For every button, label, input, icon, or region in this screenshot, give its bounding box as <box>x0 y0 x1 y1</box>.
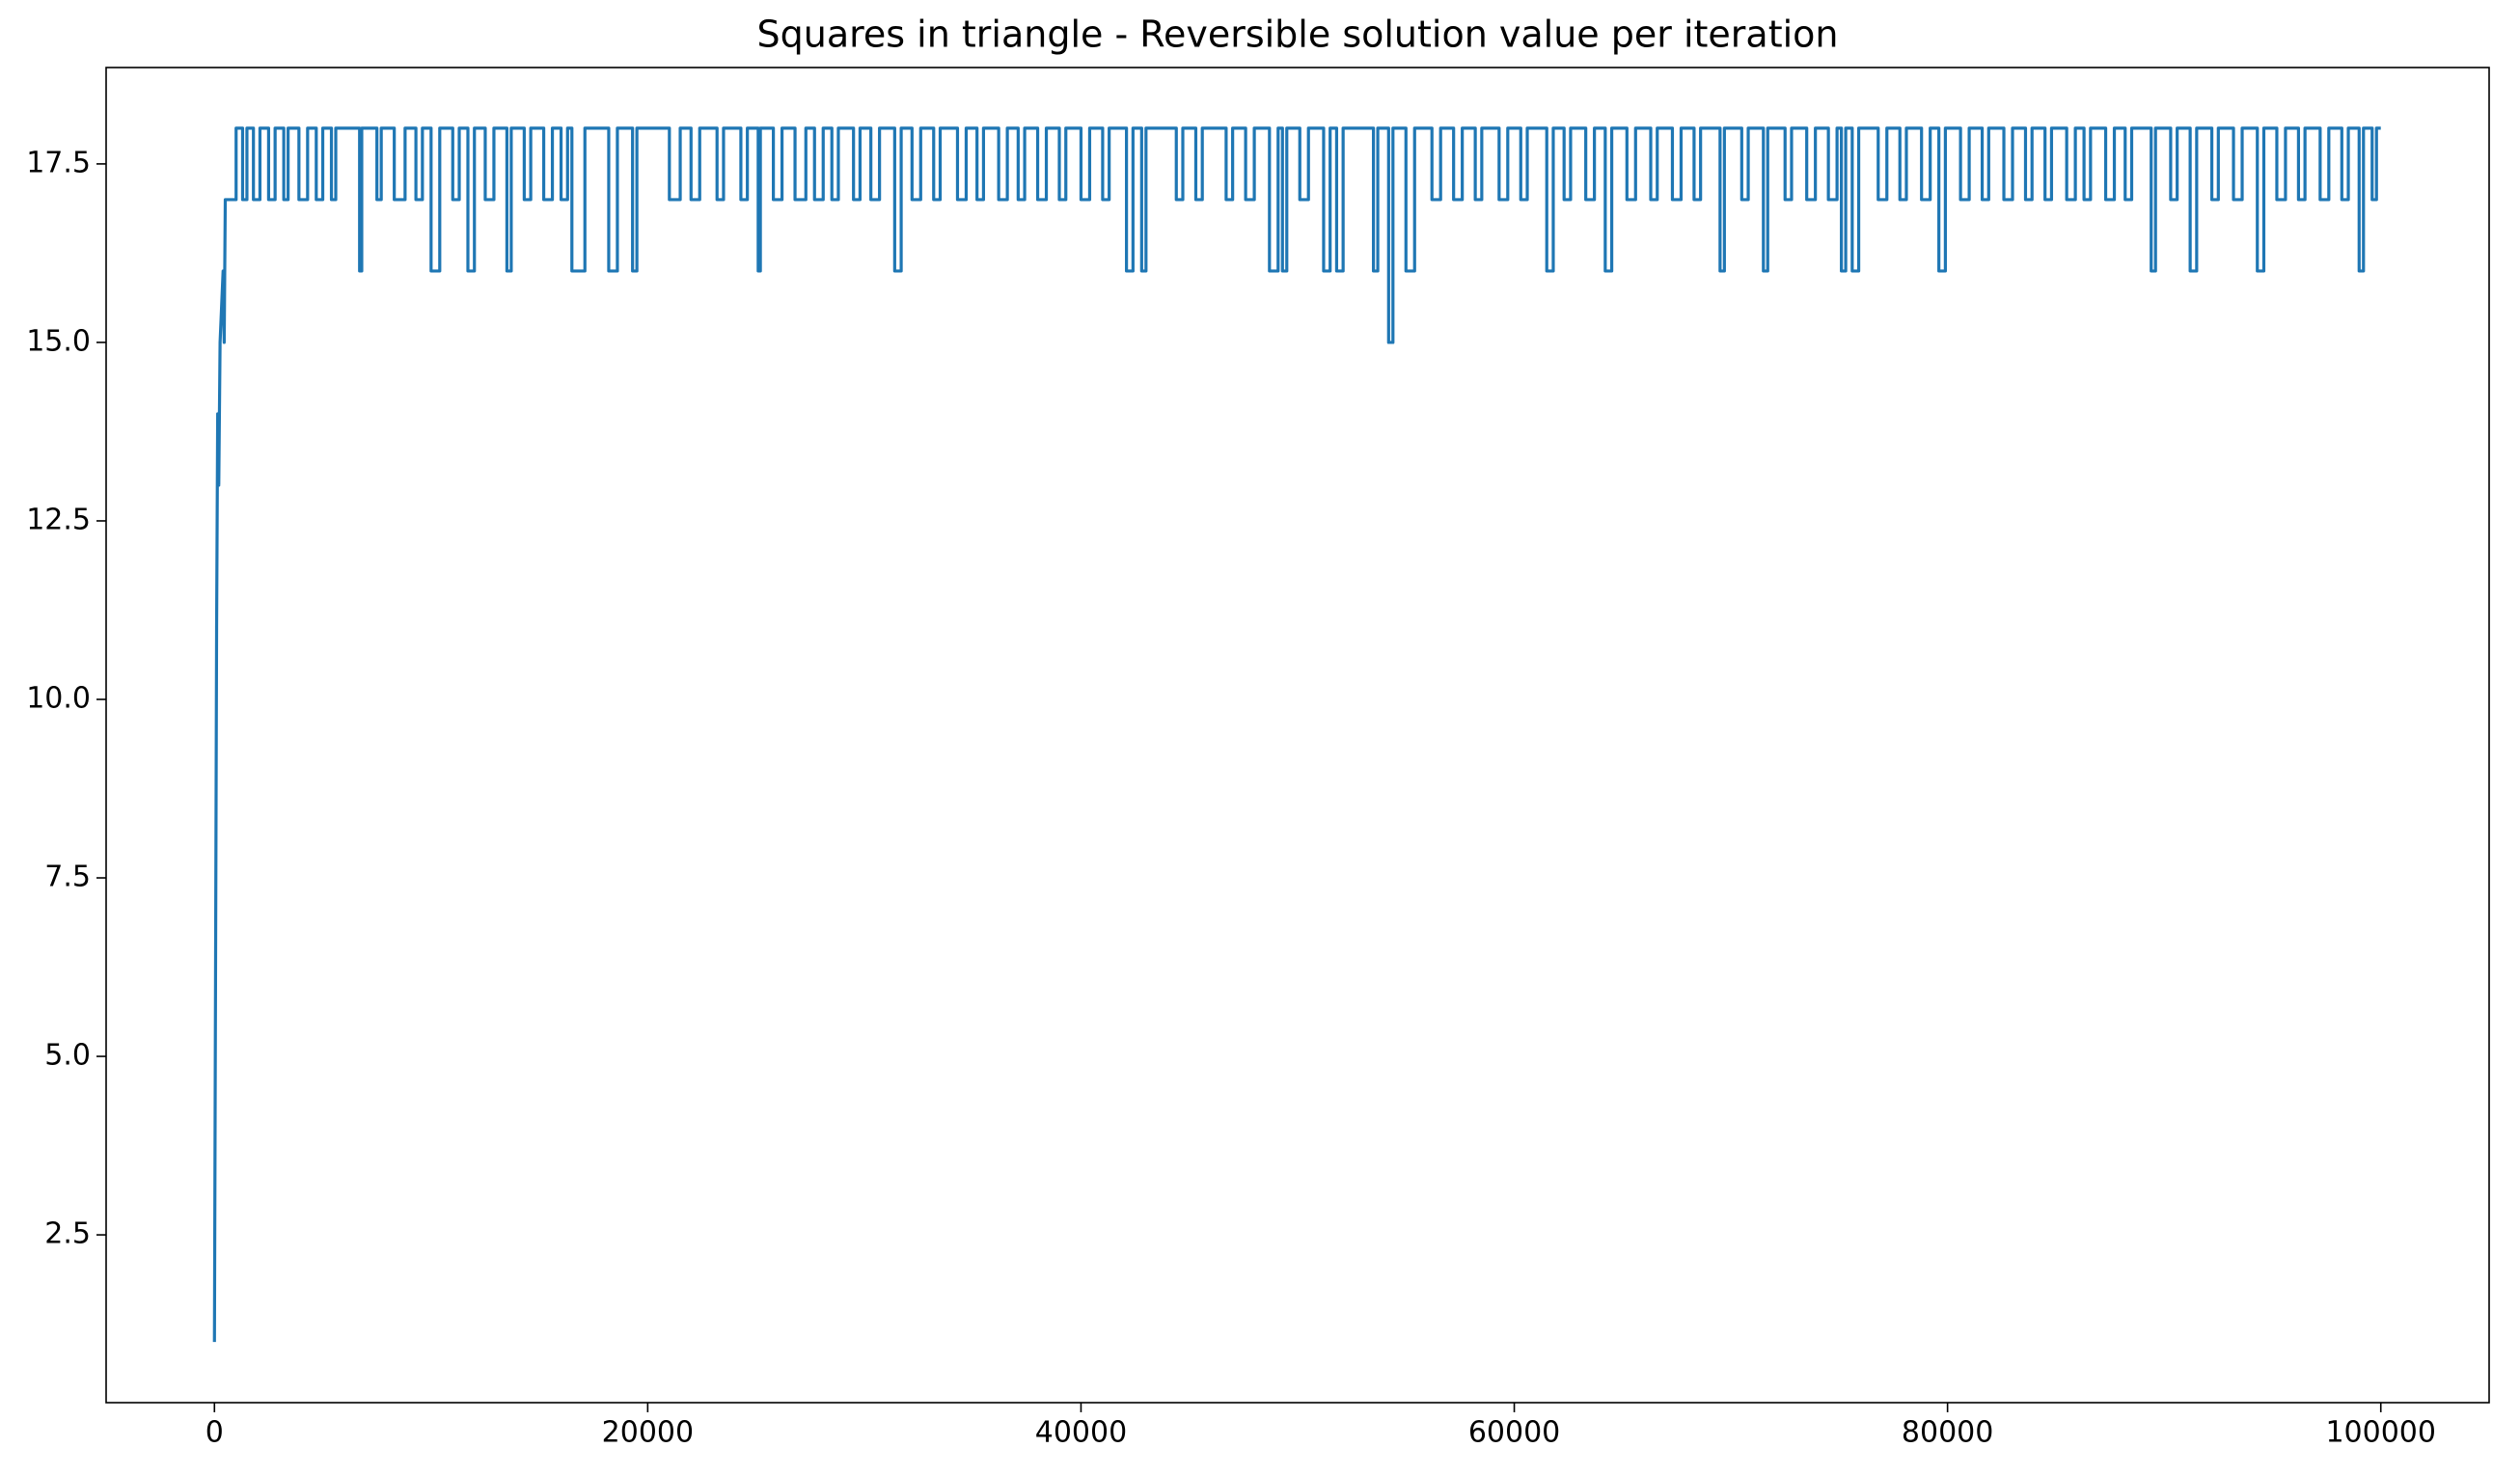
x-tick-label: 20000 <box>602 1416 694 1450</box>
y-tick-label: 12.5 <box>26 503 91 536</box>
x-tick-label: 40000 <box>1035 1416 1127 1450</box>
y-tick-label: 7.5 <box>44 860 91 894</box>
chart-title: Squares in triangle - Reversible solutio… <box>757 14 1839 56</box>
y-tick-label: 17.5 <box>26 146 91 179</box>
y-tick-label: 15.0 <box>26 324 91 358</box>
x-tick-label: 100000 <box>2325 1416 2436 1450</box>
plot-frame <box>105 67 2490 1404</box>
x-tick-label: 80000 <box>1902 1416 1993 1450</box>
y-tick-label: 2.5 <box>44 1217 91 1251</box>
x-tick-label: 60000 <box>1468 1416 1560 1450</box>
data-line <box>212 126 2381 1343</box>
y-tick-label: 5.0 <box>44 1039 91 1073</box>
y-tick-label: 10.0 <box>26 681 91 715</box>
x-tick-label: 0 <box>205 1416 224 1450</box>
